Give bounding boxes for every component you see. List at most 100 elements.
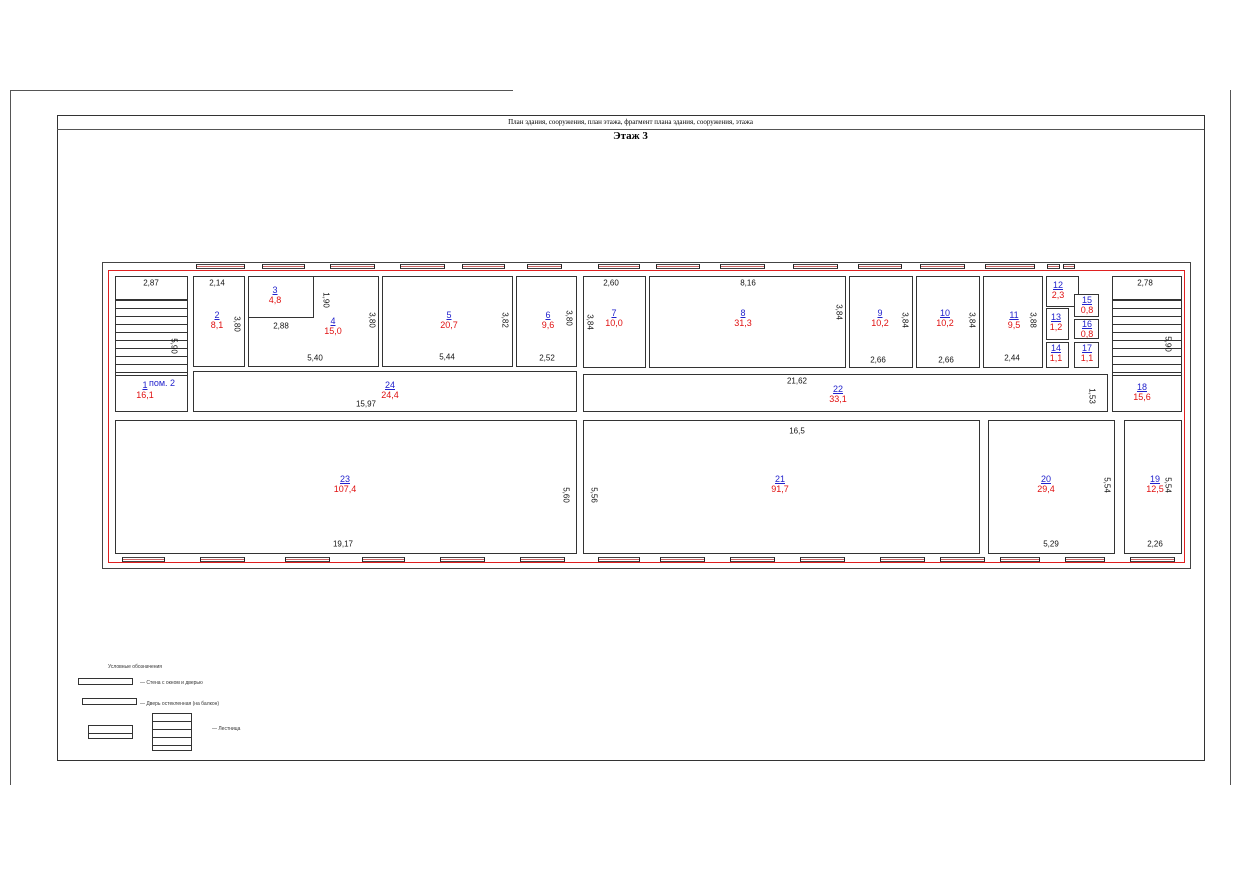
room-area: 12,5 xyxy=(1146,484,1164,494)
room-17[interactable] xyxy=(1074,342,1099,368)
window xyxy=(660,557,705,562)
room-area: 15,6 xyxy=(1133,392,1151,402)
building-outline xyxy=(102,262,1191,569)
room-9[interactable] xyxy=(849,276,913,368)
window xyxy=(730,557,775,562)
room-label: 17 1,1 xyxy=(1081,343,1094,363)
room-area: 4,8 xyxy=(268,295,282,305)
dimension-label: 5,44 xyxy=(439,352,455,362)
room-number: 10 xyxy=(939,308,950,318)
room-area: 1,2 xyxy=(1049,322,1063,332)
dimension-label: 3,84 xyxy=(585,314,595,330)
room-number: 9 xyxy=(877,308,883,318)
room-7[interactable] xyxy=(583,276,646,368)
room-area: 9,5 xyxy=(1007,320,1021,330)
room-number: 12 xyxy=(1052,280,1064,290)
room-15[interactable] xyxy=(1074,294,1099,317)
room-label: 23 107,4 xyxy=(334,474,357,494)
room-label: 19 12,5 xyxy=(1146,474,1164,494)
room-label: 1 16,1 xyxy=(136,380,154,400)
room-number: 21 xyxy=(774,474,785,484)
dimension-label: 2,14 xyxy=(209,278,225,288)
window xyxy=(362,557,405,562)
red-outline xyxy=(108,270,1185,563)
room-number: 3 xyxy=(272,285,278,295)
room-area: 1,1 xyxy=(1080,353,1094,363)
dimension-label: 8,16 xyxy=(740,278,756,288)
dimension-label: 2,52 xyxy=(539,353,555,363)
room-area: 29,4 xyxy=(1037,484,1055,494)
room-20[interactable] xyxy=(988,420,1115,554)
room-area: 1,1 xyxy=(1049,353,1063,363)
room-label: 5 20,7 xyxy=(440,310,458,330)
dimension-label: 5,29 xyxy=(1043,539,1059,549)
room-number: 5 xyxy=(446,310,452,320)
window xyxy=(793,264,838,269)
room-label: 15 0,8 xyxy=(1081,295,1094,315)
room-19[interactable] xyxy=(1124,420,1182,554)
dimension-label: 3,84 xyxy=(967,312,977,328)
legend-item: — Лестница xyxy=(212,726,241,732)
dimension-label: 2,88 xyxy=(273,321,289,331)
dimension-label: 3,88 xyxy=(1028,312,1038,328)
room-label: 2 8,1 xyxy=(211,310,224,330)
legend-door-symbol xyxy=(82,698,137,705)
room-label: 20 29,4 xyxy=(1037,474,1055,494)
window xyxy=(940,557,985,562)
window xyxy=(1000,557,1040,562)
dimension-label: 5,54 xyxy=(1163,477,1173,493)
room-label: 16 0,8 xyxy=(1081,319,1094,339)
dimension-label: 5,56 xyxy=(589,487,599,503)
room-label: 18 15,6 xyxy=(1133,382,1151,402)
room-14[interactable] xyxy=(1046,342,1069,368)
dimension-label: 2,60 xyxy=(603,278,619,288)
room-label: 3 4,8 xyxy=(269,285,282,305)
dimension-label: 2,87 xyxy=(143,278,159,288)
window xyxy=(858,264,902,269)
window xyxy=(262,264,305,269)
room-3[interactable] xyxy=(248,276,314,318)
dimension-label: 15,97 xyxy=(355,399,377,409)
room-number: 2 xyxy=(214,310,220,320)
window xyxy=(920,264,965,269)
room-area: 31,3 xyxy=(734,318,752,328)
room-12[interactable] xyxy=(1046,276,1079,307)
dimension-label: 3,80 xyxy=(232,316,242,332)
room-13[interactable] xyxy=(1046,308,1069,340)
room-22[interactable] xyxy=(583,374,1108,412)
room-area: 24,4 xyxy=(381,390,399,400)
legend-wall-symbol xyxy=(78,678,133,685)
dimension-label: 5,90 xyxy=(1163,336,1173,352)
room-8[interactable] xyxy=(649,276,846,368)
dimension-label: 1,90 xyxy=(321,292,331,308)
room-21[interactable] xyxy=(583,420,980,554)
window xyxy=(462,264,505,269)
window xyxy=(598,264,640,269)
room-24[interactable] xyxy=(193,371,577,412)
room-area: 10,2 xyxy=(871,318,889,328)
room-18[interactable] xyxy=(1112,375,1182,412)
room-number: 16 xyxy=(1081,319,1093,329)
window xyxy=(598,557,640,562)
dimension-label: 3,80 xyxy=(367,312,377,328)
room-10[interactable] xyxy=(916,276,980,368)
room-number: 18 xyxy=(1136,382,1147,392)
room-area: 16,1 xyxy=(136,390,154,400)
room-1[interactable] xyxy=(115,375,188,412)
room-area: 91,7 xyxy=(771,484,789,494)
room-2[interactable] xyxy=(193,276,245,367)
room-5[interactable] xyxy=(382,276,513,367)
room-number: 11 xyxy=(1009,310,1019,320)
dimension-label: 3,84 xyxy=(900,312,910,328)
room-11[interactable] xyxy=(983,276,1043,368)
room-23[interactable] xyxy=(115,420,577,554)
room-16[interactable] xyxy=(1074,319,1099,339)
room-area: 15,0 xyxy=(324,326,342,336)
dimension-label: 2,78 xyxy=(1137,278,1153,288)
dimension-label: 3,82 xyxy=(500,312,510,328)
room-area: 107,4 xyxy=(333,484,357,494)
room-6[interactable] xyxy=(516,276,577,367)
drawing-frame xyxy=(57,115,1205,761)
room-label: 4 15,0 xyxy=(324,316,342,336)
